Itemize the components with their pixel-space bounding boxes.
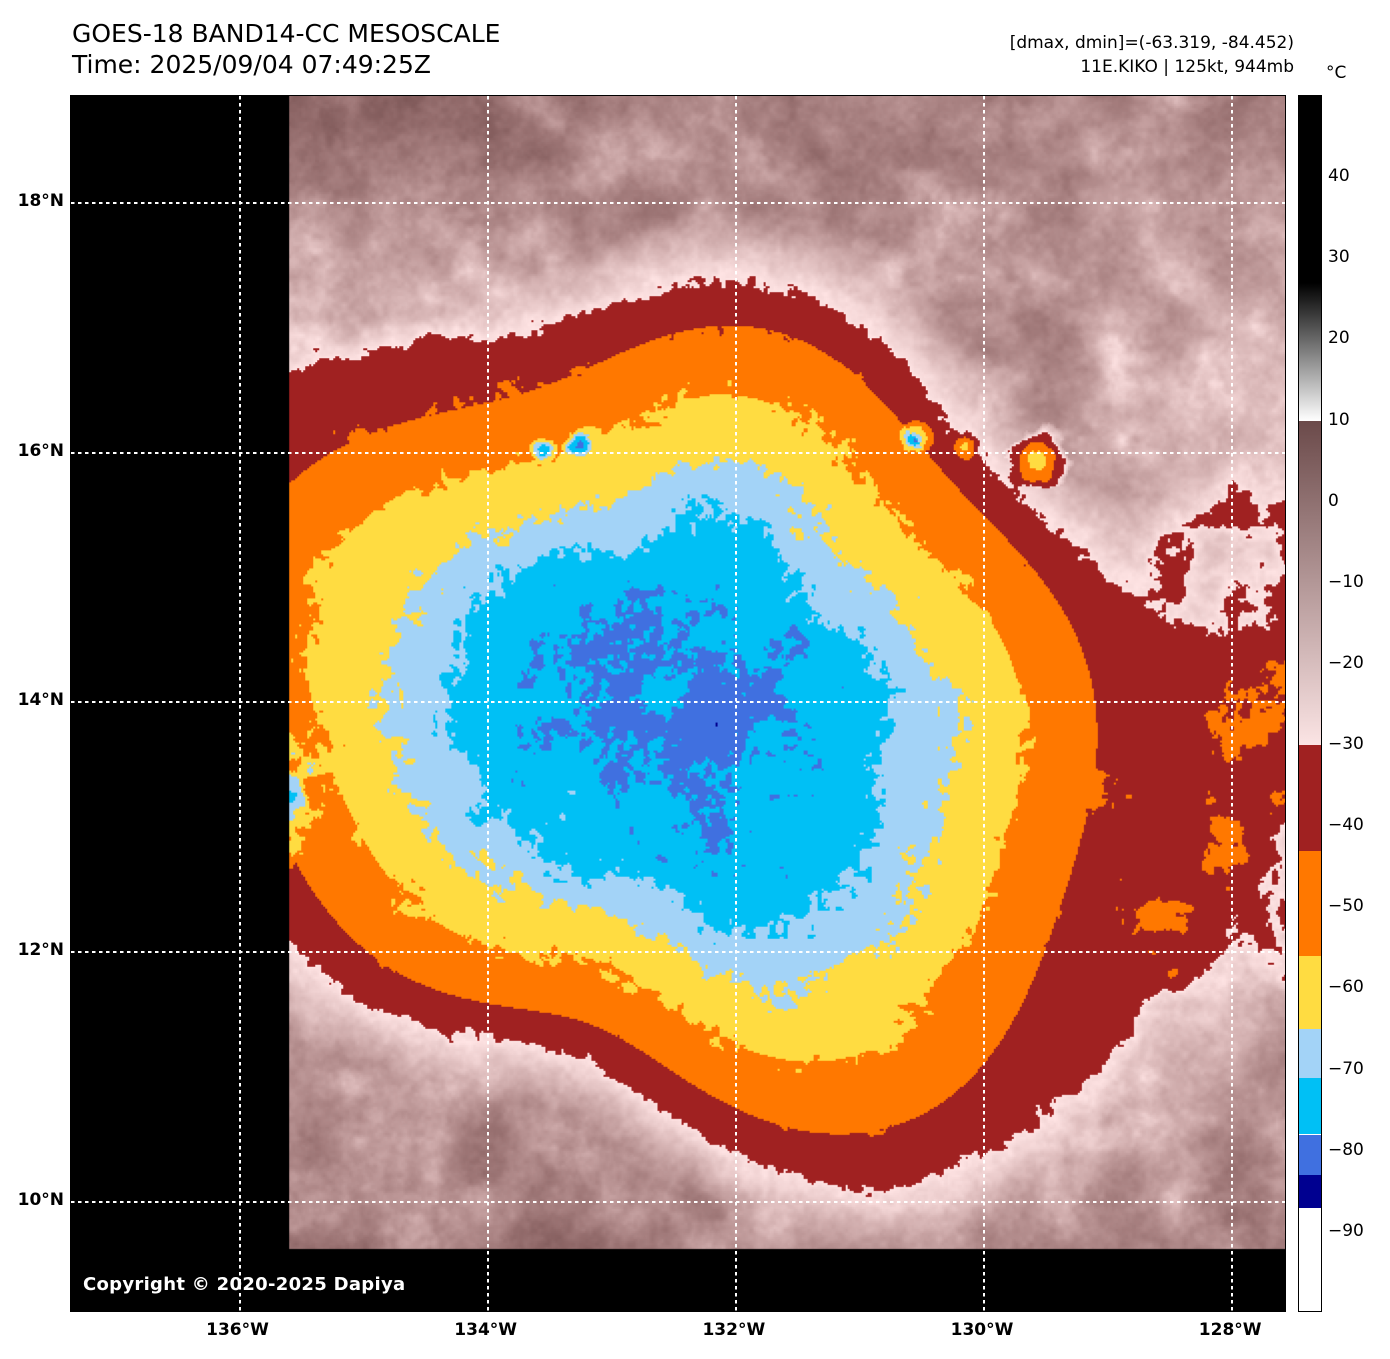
- lon-tick-label: 128°W: [1198, 1320, 1262, 1340]
- colorbar-band-grayscale-ramp: [1299, 282, 1321, 421]
- colorbar-band-light-blue: [1299, 1029, 1321, 1078]
- colorbar-band-blue: [1299, 1134, 1321, 1176]
- colorbar-tick-label: 40: [1328, 166, 1350, 187]
- colorbar-band-yellow: [1299, 956, 1321, 1030]
- storm-info-label: 11E.KIKO | 125kt, 944mb: [1080, 57, 1294, 77]
- colorbar-band-brown-pink-ramp: [1299, 420, 1321, 746]
- lon-tick-label: 132°W: [702, 1320, 766, 1340]
- colorbar-band-dark-red: [1299, 745, 1321, 851]
- colorbar-band-white: [1299, 1207, 1321, 1311]
- colorbar-band-black: [1299, 96, 1321, 283]
- colorbar-tick-label: 10: [1328, 409, 1350, 430]
- colorbar-tick-label: 20: [1328, 328, 1350, 349]
- colorbar-tick-label: −50: [1328, 896, 1364, 917]
- colorbar-tick-label: −30: [1328, 734, 1364, 755]
- lat-tick-label: 14°N: [17, 690, 64, 711]
- lat-tick-label: 18°N: [17, 191, 64, 212]
- lat-tick-label: 12°N: [17, 940, 64, 961]
- colorbar-tick-label: −20: [1328, 652, 1364, 673]
- lon-tick-label: 130°W: [950, 1320, 1014, 1340]
- colorbar-tick-label: 0: [1328, 490, 1339, 511]
- colorbar-tick-label: 30: [1328, 247, 1350, 268]
- satellite-image-canvas: [71, 96, 1285, 1311]
- colorbar-band-orange: [1299, 850, 1321, 956]
- colorbar-tick-label: −70: [1328, 1058, 1364, 1079]
- colorbar-tick-label: −90: [1328, 1220, 1364, 1241]
- copyright-label: Copyright © 2020-2025 Dapiya: [83, 1274, 406, 1295]
- lon-tick-label: 134°W: [454, 1320, 518, 1340]
- lat-tick-label: 16°N: [17, 440, 64, 461]
- page-title: GOES-18 BAND14-CC MESOSCALE: [72, 19, 501, 48]
- timestamp-label: Time: 2025/09/04 07:49:25Z: [72, 50, 431, 79]
- lat-tick-label: 10°N: [17, 1189, 64, 1210]
- title-block: GOES-18 BAND14-CC MESOSCALE Time: 2025/0…: [72, 18, 500, 80]
- colorbar-tick-label: −80: [1328, 1139, 1364, 1160]
- colorbar-unit-label: °C: [1326, 63, 1347, 83]
- satellite-map[interactable]: Copyright © 2020-2025 Dapiya: [70, 95, 1286, 1312]
- colorbar-tick-label: −60: [1328, 977, 1364, 998]
- colorbar-tick-label: −40: [1328, 815, 1364, 836]
- metadata-block: [dmax, dmin]=(-63.319, -84.452) 11E.KIKO…: [1010, 31, 1294, 79]
- lon-tick-label: 136°W: [206, 1320, 269, 1340]
- data-range-label: [dmax, dmin]=(-63.319, -84.452): [1009, 33, 1294, 53]
- colorbar-tick-label: −10: [1328, 571, 1364, 592]
- colorbar-band-navy: [1299, 1175, 1321, 1208]
- colorbar-band-cyan: [1299, 1077, 1321, 1135]
- colorbar[interactable]: [1298, 95, 1322, 1312]
